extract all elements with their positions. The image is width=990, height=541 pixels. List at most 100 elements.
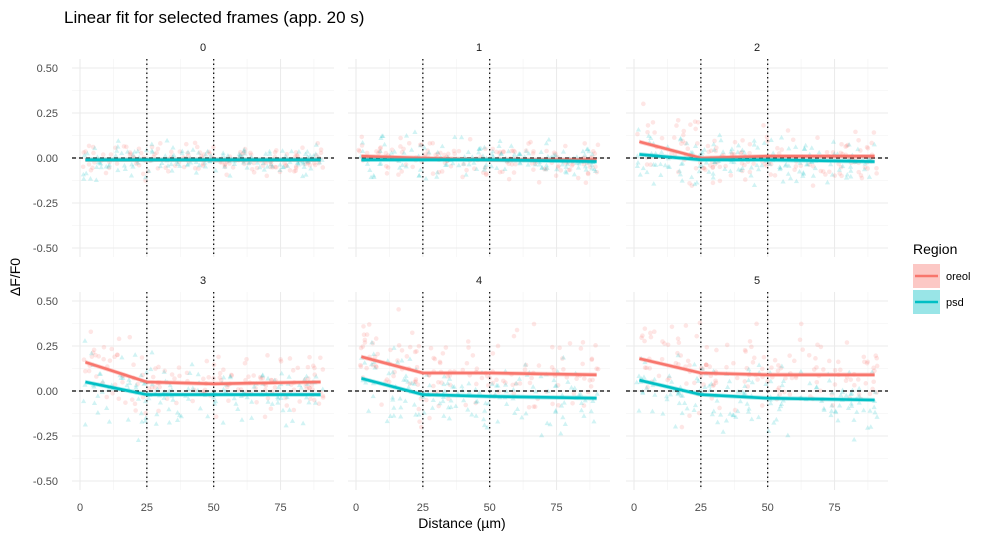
point-oreol [766, 161, 772, 166]
point-psd [751, 142, 757, 147]
point-psd [539, 164, 545, 170]
point-oreol [497, 149, 503, 155]
point-oreol [669, 324, 675, 330]
point-psd [558, 403, 565, 408]
point-psd [483, 162, 489, 167]
point-oreol [681, 132, 686, 138]
point-oreol [754, 321, 759, 327]
point-psd [690, 149, 696, 155]
point-oreol [297, 399, 302, 404]
point-psd [665, 164, 671, 169]
point-oreol [843, 144, 848, 149]
point-oreol [751, 161, 756, 166]
point-psd [720, 149, 726, 154]
point-oreol [107, 358, 113, 363]
point-oreol [806, 352, 812, 358]
point-oreol [309, 382, 314, 388]
point-oreol [305, 376, 311, 381]
point-psd [411, 381, 417, 386]
point-psd [208, 152, 214, 158]
point-psd [742, 390, 748, 396]
point-psd [641, 374, 647, 379]
point-oreol [557, 345, 562, 351]
point-psd [727, 411, 733, 416]
point-psd [296, 382, 303, 388]
point-psd [249, 399, 255, 404]
point-oreol [650, 120, 656, 125]
point-psd [275, 400, 281, 405]
point-oreol [549, 365, 555, 370]
point-psd [416, 411, 422, 417]
point-psd [660, 410, 666, 416]
point-psd [254, 159, 261, 165]
point-oreol [865, 359, 870, 365]
point-oreol [526, 141, 531, 146]
point-oreol [431, 383, 436, 389]
point-oreol [676, 362, 681, 367]
point-oreol [495, 343, 501, 349]
point-oreol [320, 393, 326, 399]
point-psd [452, 134, 458, 140]
point-psd [202, 160, 208, 165]
point-psd [748, 172, 754, 178]
point-psd [149, 349, 155, 355]
point-oreol [201, 376, 206, 382]
point-psd [275, 394, 281, 399]
point-psd [585, 146, 591, 151]
point-psd [364, 161, 371, 166]
point-psd [279, 370, 285, 376]
point-psd [565, 161, 571, 167]
point-oreol [511, 391, 517, 396]
point-psd [748, 164, 755, 170]
point-psd [651, 161, 657, 167]
point-oreol [522, 367, 528, 372]
point-psd [547, 421, 553, 427]
point-psd [135, 437, 142, 443]
point-psd [755, 166, 762, 172]
point-psd [288, 148, 295, 154]
point-psd [259, 373, 265, 378]
point-oreol [595, 142, 601, 148]
point-psd [195, 371, 201, 377]
point-psd [482, 400, 489, 406]
point-oreol [155, 166, 161, 171]
point-oreol [248, 152, 254, 158]
point-psd [445, 404, 452, 410]
point-psd [84, 150, 91, 156]
point-psd [437, 400, 443, 406]
point-oreol [836, 161, 841, 167]
point-oreol [510, 382, 516, 388]
point-psd [717, 132, 723, 138]
point-oreol [124, 144, 129, 150]
point-psd [525, 161, 531, 167]
point-psd [779, 363, 785, 369]
point-oreol [361, 332, 367, 337]
x-tick-label: 50 [484, 502, 496, 514]
point-oreol [432, 356, 438, 362]
point-psd [390, 397, 396, 402]
point-oreol [762, 161, 768, 167]
point-psd [157, 163, 163, 169]
point-psd [723, 417, 730, 423]
point-psd [405, 378, 411, 384]
point-oreol [839, 141, 844, 147]
point-oreol [703, 362, 709, 368]
point-oreol [254, 399, 259, 405]
point-psd [636, 407, 642, 413]
point-oreol [678, 353, 684, 358]
point-psd [523, 148, 529, 154]
point-oreol [431, 355, 436, 361]
point-oreol [251, 160, 256, 166]
point-oreol [427, 415, 432, 421]
point-psd [266, 148, 273, 154]
point-psd [395, 359, 401, 365]
fit-ribbon-psd [85, 379, 321, 397]
point-psd [775, 393, 781, 398]
point-psd [584, 146, 590, 152]
point-oreol [242, 150, 247, 155]
point-psd [455, 390, 461, 396]
point-oreol [744, 365, 750, 371]
point-psd [308, 165, 314, 171]
point-psd [412, 129, 418, 134]
point-psd [688, 149, 694, 155]
